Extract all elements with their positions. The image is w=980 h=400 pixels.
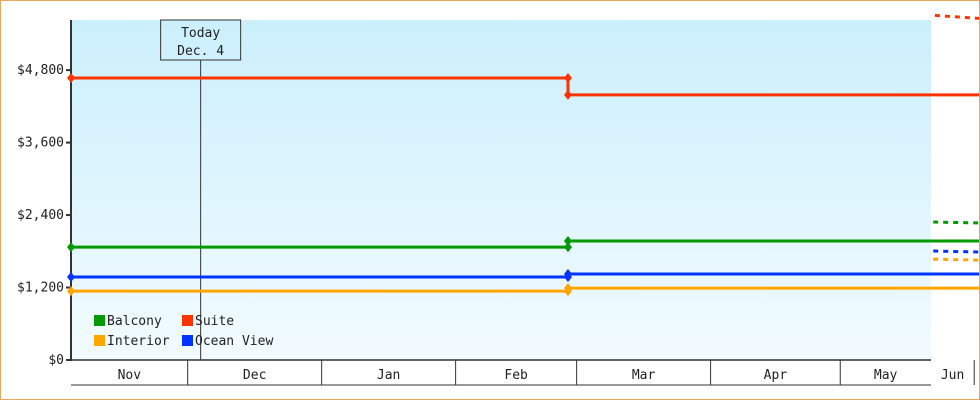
series-history-line bbox=[71, 272, 979, 279]
x-tick-label: Feb bbox=[504, 368, 528, 383]
data-point-marker bbox=[67, 286, 75, 297]
y-tick-label: $4,800 bbox=[17, 63, 64, 78]
data-point-marker bbox=[67, 271, 75, 282]
data-point-marker bbox=[563, 72, 572, 83]
data-point-marker bbox=[67, 242, 75, 253]
series-history-line bbox=[71, 239, 979, 249]
data-point-marker bbox=[563, 236, 572, 247]
x-tick-label: Apr bbox=[764, 368, 788, 383]
x-tick-label: May bbox=[874, 368, 898, 383]
today-label-box bbox=[160, 19, 242, 61]
series-suite bbox=[67, 13, 979, 100]
today-date-label: Dec. 4 bbox=[177, 44, 224, 59]
series-balcony bbox=[67, 220, 979, 253]
legend-label: Balcony bbox=[107, 314, 162, 329]
legend-swatch bbox=[182, 315, 193, 326]
x-tick-label: Nov bbox=[118, 368, 142, 383]
series-interior bbox=[67, 257, 979, 297]
plot-area bbox=[71, 20, 931, 360]
today-label: Today bbox=[181, 26, 220, 41]
data-point-marker bbox=[563, 89, 572, 100]
x-tick-label: Jan bbox=[377, 368, 400, 383]
series-forecast-line bbox=[930, 220, 979, 225]
y-tick-label: $0 bbox=[48, 353, 64, 368]
legend-swatch bbox=[94, 315, 105, 326]
series-forecast-line bbox=[930, 13, 979, 20]
y-tick-label: $3,600 bbox=[17, 136, 64, 151]
data-point-marker bbox=[563, 242, 572, 253]
series-history-line bbox=[71, 76, 979, 97]
legend-swatch bbox=[182, 335, 193, 346]
data-point-marker bbox=[563, 268, 572, 279]
data-point-marker bbox=[67, 72, 75, 83]
series-history-line bbox=[71, 286, 979, 293]
x-tick-label: Mar bbox=[632, 368, 656, 383]
x-tick-label: Dec bbox=[243, 368, 266, 383]
x-tick-label: Jun bbox=[941, 368, 964, 383]
data-point-marker bbox=[563, 283, 572, 294]
legend-label: Ocean View bbox=[195, 334, 273, 349]
legend-label: Interior bbox=[107, 334, 170, 349]
series-ocean-view bbox=[67, 249, 979, 282]
legend-swatch bbox=[94, 335, 105, 346]
legend-label: Suite bbox=[195, 314, 234, 329]
y-tick-label: $1,200 bbox=[17, 281, 64, 296]
y-tick-label: $2,400 bbox=[17, 208, 64, 223]
